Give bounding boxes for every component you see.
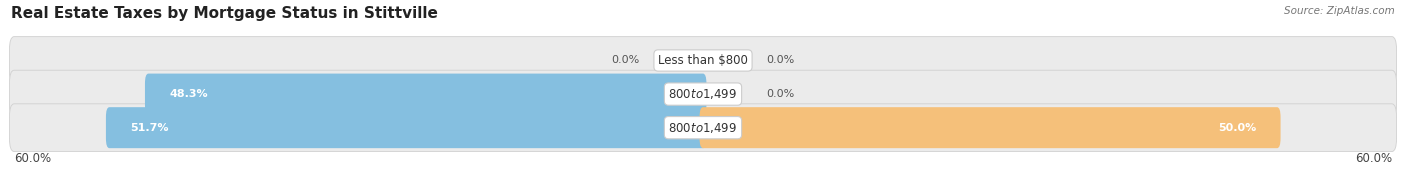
Text: 0.0%: 0.0% [766, 55, 794, 65]
FancyBboxPatch shape [145, 74, 706, 115]
Text: Real Estate Taxes by Mortgage Status in Stittville: Real Estate Taxes by Mortgage Status in … [11, 6, 439, 21]
Text: 48.3%: 48.3% [169, 89, 208, 99]
Text: 50.0%: 50.0% [1218, 123, 1257, 133]
Text: 60.0%: 60.0% [14, 152, 51, 165]
FancyBboxPatch shape [700, 107, 1281, 148]
FancyBboxPatch shape [105, 107, 706, 148]
FancyBboxPatch shape [10, 37, 1396, 84]
Text: 0.0%: 0.0% [612, 55, 640, 65]
Text: 60.0%: 60.0% [1355, 152, 1392, 165]
Text: Source: ZipAtlas.com: Source: ZipAtlas.com [1284, 6, 1395, 16]
Text: $800 to $1,499: $800 to $1,499 [668, 87, 738, 101]
Text: $800 to $1,499: $800 to $1,499 [668, 121, 738, 135]
Text: 0.0%: 0.0% [766, 89, 794, 99]
FancyBboxPatch shape [10, 70, 1396, 118]
Text: 51.7%: 51.7% [129, 123, 169, 133]
Text: Less than $800: Less than $800 [658, 54, 748, 67]
FancyBboxPatch shape [10, 104, 1396, 152]
